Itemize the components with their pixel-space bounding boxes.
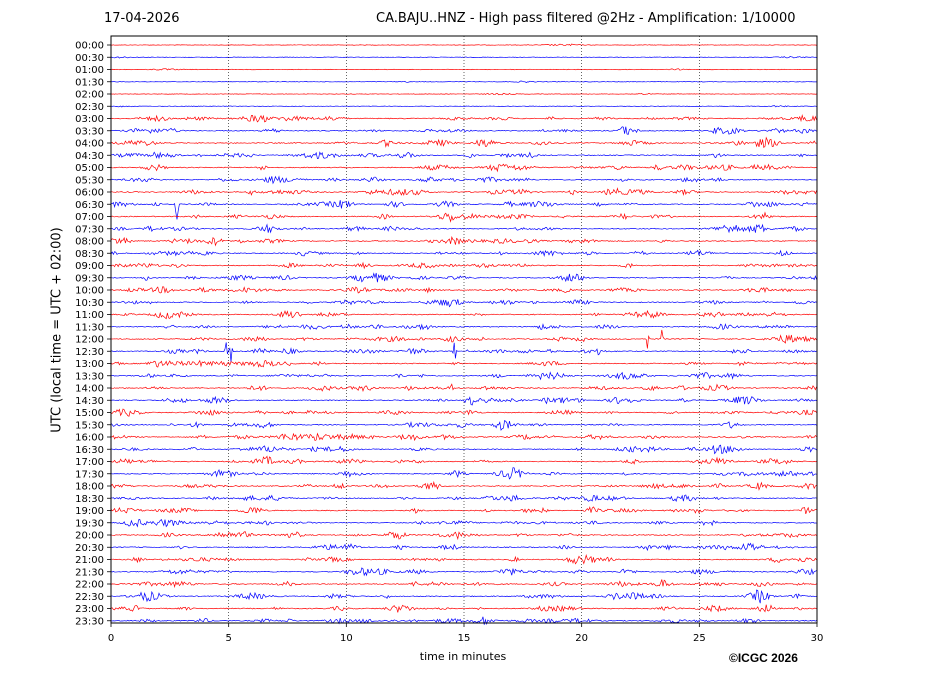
row-label: 00:30 bbox=[75, 53, 104, 64]
row-label: 03:30 bbox=[75, 126, 104, 137]
trace-1030 bbox=[110, 299, 817, 308]
trace-1130 bbox=[110, 323, 817, 331]
copyright-label: ©ICGC 2026 bbox=[729, 651, 798, 665]
trace-2300 bbox=[110, 604, 817, 613]
row-label: 11:00 bbox=[75, 310, 104, 321]
trace-0300 bbox=[110, 114, 817, 123]
x-tick-label: 0 bbox=[108, 633, 114, 644]
row-label: 11:30 bbox=[75, 322, 104, 333]
row-label: 07:00 bbox=[75, 212, 104, 223]
x-tick-label: 30 bbox=[811, 633, 824, 644]
trace-1530 bbox=[110, 420, 817, 431]
row-label: 15:30 bbox=[75, 420, 104, 431]
trace-0800 bbox=[110, 236, 817, 247]
row-label: 08:00 bbox=[75, 237, 104, 248]
trace-0230 bbox=[110, 105, 817, 108]
row-label: 05:30 bbox=[75, 175, 104, 186]
row-label: 03:00 bbox=[75, 114, 104, 125]
row-label: 16:00 bbox=[75, 433, 104, 444]
trace-2230 bbox=[111, 589, 817, 604]
trace-2200 bbox=[110, 579, 817, 589]
row-label: 19:30 bbox=[75, 518, 104, 529]
row-label: 21:00 bbox=[75, 555, 104, 566]
row-label: 05:00 bbox=[75, 163, 104, 174]
row-label: 08:30 bbox=[75, 249, 104, 260]
row-label: 22:00 bbox=[75, 580, 104, 591]
x-tick-label: 10 bbox=[340, 633, 353, 644]
trace-0000 bbox=[111, 43, 817, 47]
row-label: 18:00 bbox=[75, 482, 104, 493]
row-label: 23:30 bbox=[75, 616, 104, 627]
trace-0930 bbox=[110, 272, 817, 283]
row-label: 19:00 bbox=[75, 506, 104, 517]
row-label: 22:30 bbox=[75, 592, 104, 603]
plot-frame bbox=[110, 35, 818, 624]
row-label: 14:00 bbox=[75, 384, 104, 395]
row-label: 09:00 bbox=[75, 261, 104, 272]
trace-1600 bbox=[110, 432, 817, 442]
trace-1630 bbox=[110, 444, 817, 455]
row-label: 12:30 bbox=[75, 347, 104, 358]
trace-0330 bbox=[110, 126, 817, 135]
row-label: 17:00 bbox=[75, 457, 104, 468]
row-label: 02:30 bbox=[75, 102, 104, 113]
chart-title: CA.BAJU..HNZ - High pass filtered @2Hz -… bbox=[376, 11, 796, 26]
row-label: 10:30 bbox=[75, 298, 104, 309]
row-label: 18:30 bbox=[75, 494, 104, 505]
row-label: 23:00 bbox=[75, 604, 104, 615]
row-label: 04:00 bbox=[75, 139, 104, 150]
row-label: 06:00 bbox=[75, 188, 104, 199]
trace-1930 bbox=[110, 518, 817, 528]
row-label: 06:30 bbox=[75, 200, 104, 211]
trace-0500 bbox=[110, 163, 817, 173]
row-label: 02:00 bbox=[75, 90, 104, 101]
grid-group bbox=[228, 36, 700, 623]
x-tick-group: 0 5 10 15 20 25 30 bbox=[108, 623, 824, 644]
row-label: 09:30 bbox=[75, 273, 104, 284]
trace-1700 bbox=[110, 455, 817, 465]
chart-date: 17-04-2026 bbox=[104, 11, 180, 26]
y-axis-label: UTC (local time = UTC + 02:00) bbox=[49, 227, 65, 433]
x-tick-label: 20 bbox=[575, 633, 588, 644]
trace-0400 bbox=[110, 136, 817, 149]
row-label: 20:30 bbox=[75, 543, 104, 554]
row-label: 12:00 bbox=[75, 335, 104, 346]
trace-1430 bbox=[110, 395, 817, 406]
trace-2100 bbox=[110, 553, 817, 565]
row-label: 21:30 bbox=[75, 567, 104, 578]
row-label: 07:30 bbox=[75, 224, 104, 235]
x-tick-label: 5 bbox=[225, 633, 231, 644]
row-label: 17:30 bbox=[75, 469, 104, 480]
row-label: 16:30 bbox=[75, 445, 104, 456]
trace-2130 bbox=[110, 567, 817, 577]
row-label: 15:00 bbox=[75, 408, 104, 419]
trace-1500 bbox=[110, 408, 817, 417]
row-label: 01:00 bbox=[75, 65, 104, 76]
x-axis-label: time in minutes bbox=[419, 650, 507, 663]
row-label: 10:00 bbox=[75, 286, 104, 297]
x-tick-label: 15 bbox=[458, 633, 471, 644]
row-label: 13:00 bbox=[75, 359, 104, 370]
trace-1100 bbox=[110, 309, 817, 320]
row-label: 01:30 bbox=[75, 77, 104, 88]
row-label: 04:30 bbox=[75, 151, 104, 162]
row-label: 13:30 bbox=[75, 371, 104, 382]
trace-0430 bbox=[111, 151, 817, 160]
row-label: 00:00 bbox=[75, 41, 104, 52]
x-tick-label: 25 bbox=[693, 633, 706, 644]
row-label: 20:00 bbox=[75, 531, 104, 542]
row-label: 14:30 bbox=[75, 396, 104, 407]
trace-1000 bbox=[110, 286, 817, 294]
